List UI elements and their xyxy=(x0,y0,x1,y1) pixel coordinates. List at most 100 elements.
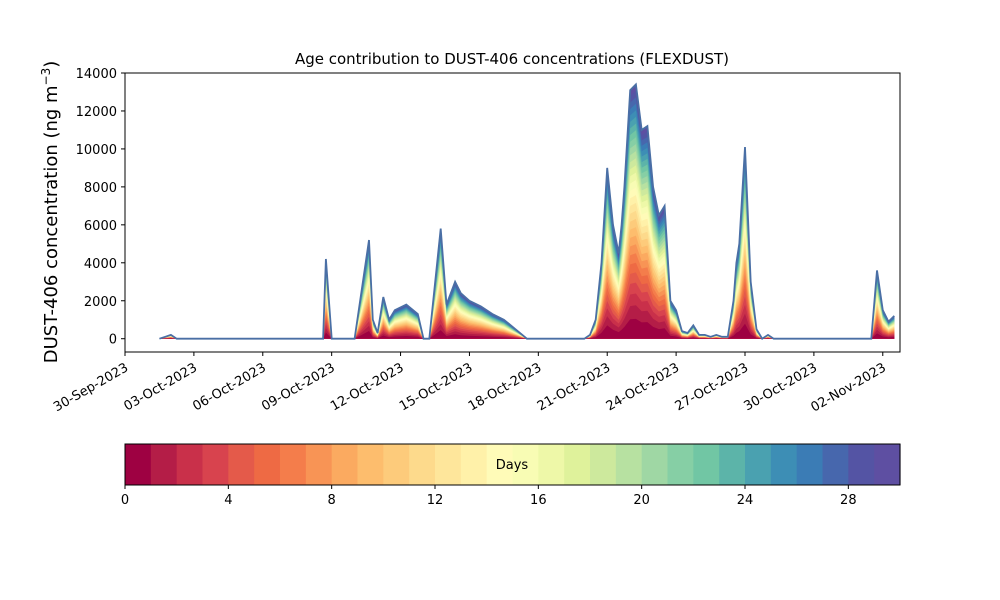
age-layer-day-15 xyxy=(159,180,895,339)
colorbar-tick-label: 28 xyxy=(840,493,857,508)
colorbar-cell xyxy=(383,444,410,485)
age-layer-day-14 xyxy=(159,187,895,339)
age-layer-day-11 xyxy=(159,210,895,339)
age-layer-day-19 xyxy=(159,151,895,339)
colorbar-cell xyxy=(150,444,178,485)
y-tick-label: 12000 xyxy=(76,105,117,120)
age-layer-day-3 xyxy=(159,282,895,339)
age-layer-day-23 xyxy=(159,123,895,339)
age-layer-day-1 xyxy=(159,305,895,339)
x-axis: 30-Sep-202303-Oct-202306-Oct-202309-Oct-… xyxy=(51,352,889,415)
colorbar-cell xyxy=(564,444,591,485)
age-layer-day-8 xyxy=(159,235,895,339)
colorbar-cell xyxy=(331,444,359,485)
x-tick-label: 15-Oct-2023 xyxy=(397,360,475,414)
age-layers xyxy=(159,84,895,339)
colorbar-cell xyxy=(796,444,824,485)
colorbar-tick-label: 20 xyxy=(633,493,650,508)
colorbar-cell xyxy=(770,444,798,485)
colorbar: 0 4 8 12 16 20 24 28 Days xyxy=(121,443,901,508)
plot-area xyxy=(124,72,901,353)
age-layer-day-12 xyxy=(159,202,895,339)
chart-title: Age contribution to DUST-406 concentrati… xyxy=(295,50,729,68)
y-tick-label: 4000 xyxy=(84,257,117,272)
age-layer-day-28 xyxy=(159,90,895,339)
x-tick-label: 21-Oct-2023 xyxy=(535,360,613,414)
y-tick-label: 2000 xyxy=(84,295,117,310)
age-layer-day-25 xyxy=(159,110,895,339)
y-tick-label: 6000 xyxy=(84,219,117,234)
colorbar-ticks: 0 4 8 12 16 20 24 28 xyxy=(121,485,857,508)
colorbar-cell xyxy=(667,444,694,485)
colorbar-cell xyxy=(719,444,746,485)
colorbar-cell xyxy=(435,444,462,485)
x-tick-label: 06-Oct-2023 xyxy=(190,360,268,414)
colorbar-cell xyxy=(874,444,901,485)
colorbar-cell xyxy=(305,444,333,485)
y-tick-label: 8000 xyxy=(84,181,117,196)
colorbar-cell xyxy=(228,444,255,485)
x-tick-label: 09-Oct-2023 xyxy=(259,360,337,414)
colorbar-cell xyxy=(254,444,281,485)
age-layer-day-5 xyxy=(159,262,895,339)
colorbar-tick-label: 4 xyxy=(224,493,232,508)
y-tick-label: 10000 xyxy=(76,143,117,158)
colorbar-cell xyxy=(615,444,643,485)
colorbar-cells xyxy=(125,444,901,485)
age-layer-day-2 xyxy=(159,293,895,339)
colorbar-cell xyxy=(745,444,772,485)
colorbar-tick-label: 16 xyxy=(530,493,547,508)
x-tick-label: 30-Oct-2023 xyxy=(741,360,819,414)
x-tick-label: 02-Nov-2023 xyxy=(809,360,889,415)
colorbar-cell xyxy=(512,444,539,485)
y-axis-label-superscript: −3 xyxy=(39,68,53,86)
colorbar-cell xyxy=(202,444,229,485)
plot-frame xyxy=(124,72,901,353)
y-axis-label: DUST-406 concentration (ng m−3) xyxy=(39,61,62,364)
colorbar-cell xyxy=(409,444,436,485)
y-tick-label: 0 xyxy=(109,333,117,348)
y-axis: 0 2000 4000 6000 8000 10000 12000 14000 xyxy=(76,67,125,348)
x-tick-label: 12-Oct-2023 xyxy=(328,360,406,414)
y-tick-label: 14000 xyxy=(76,67,117,82)
age-layer-day-13 xyxy=(159,195,895,339)
colorbar-label: Days xyxy=(496,458,529,473)
colorbar-tick-label: 12 xyxy=(427,493,444,508)
colorbar-frame xyxy=(124,443,901,486)
age-layer-day-4 xyxy=(159,272,895,339)
age-layer-day-6 xyxy=(159,253,895,339)
age-layer-day-18 xyxy=(159,158,895,339)
x-tick-label: 03-Oct-2023 xyxy=(121,360,199,414)
age-layer-day-29 xyxy=(159,84,895,339)
colorbar-cell xyxy=(848,444,875,485)
age-layer-day-26 xyxy=(159,103,895,339)
age-layer-day-0 xyxy=(159,318,895,339)
x-tick-label: 18-Oct-2023 xyxy=(466,360,544,414)
colorbar-cell xyxy=(357,444,384,485)
colorbar-cell xyxy=(280,444,307,485)
colorbar-cell xyxy=(590,444,617,485)
colorbar-cell xyxy=(486,444,514,485)
colorbar-cell xyxy=(693,444,720,485)
colorbar-tick-label: 24 xyxy=(737,493,754,508)
x-tick-label: 24-Oct-2023 xyxy=(604,360,682,414)
colorbar-cell xyxy=(538,444,565,485)
colorbar-cell xyxy=(460,444,488,485)
colorbar-tick-label: 0 xyxy=(121,493,129,508)
colorbar-cell xyxy=(176,444,204,485)
total-concentration-line xyxy=(159,82,895,340)
x-tick-label: 30-Sep-2023 xyxy=(51,360,131,415)
age-layer-day-7 xyxy=(159,244,895,339)
colorbar-cell xyxy=(641,444,669,485)
age-layer-day-10 xyxy=(159,218,895,339)
x-tick-label: 27-Oct-2023 xyxy=(673,360,751,414)
age-layer-day-22 xyxy=(159,130,895,339)
age-layer-day-20 xyxy=(159,144,895,339)
colorbar-cell xyxy=(822,444,849,485)
age-layer-day-21 xyxy=(159,137,895,339)
age-layer-day-24 xyxy=(159,116,895,339)
age-layer-day-16 xyxy=(159,172,895,339)
age-layer-day-9 xyxy=(159,227,895,339)
age-layer-day-27 xyxy=(159,97,895,339)
